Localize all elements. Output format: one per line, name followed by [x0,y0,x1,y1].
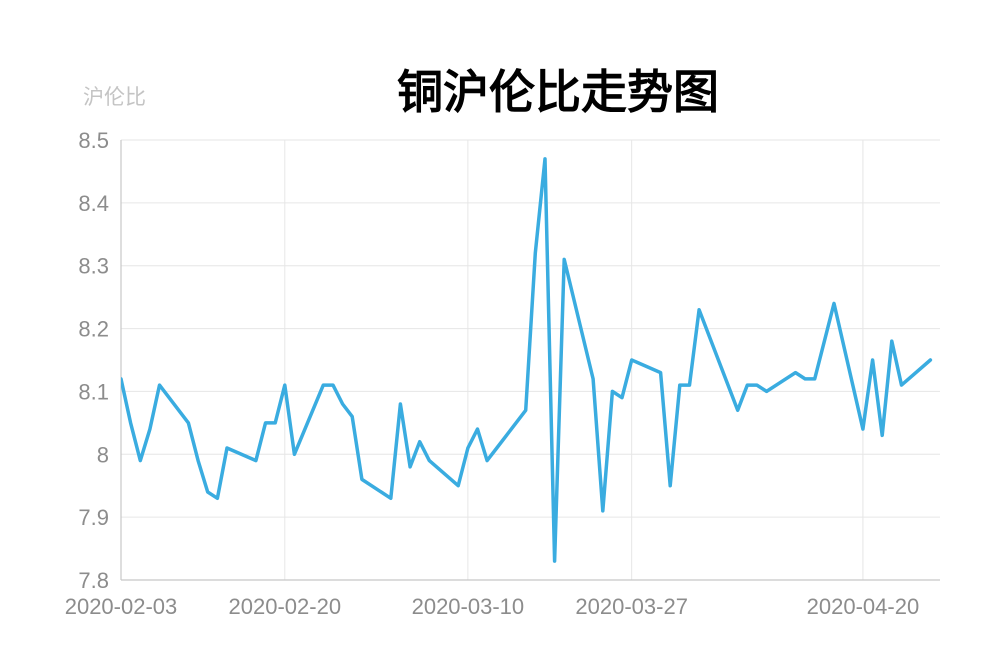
y-tick-label: 8.2 [78,317,109,342]
y-axis-label: 沪伦比 [83,85,146,109]
y-tick-label: 7.8 [78,568,109,593]
y-tick-label: 7.9 [78,505,109,530]
x-tick-label: 2020-03-10 [412,594,525,619]
x-tick-label: 2020-02-20 [229,594,342,619]
y-tick-label: 8.5 [78,128,109,153]
chart-title: 铜沪伦比走势图 [397,65,719,119]
series-layer [121,157,933,563]
y-tick-label: 8.3 [78,254,109,279]
x-tick-label: 2020-04-20 [807,594,920,619]
x-tick-label: 2020-02-03 [65,594,178,619]
y-tick-label: 8.1 [78,379,109,404]
series-line [121,157,933,563]
tick-labels: 7.8 7.9 8 8.1 8.2 8.3 8.4 8.5 2020-02-03 2020-02-… [65,128,919,619]
axes [120,140,940,581]
x-tick-label: 2020-03-27 [575,594,688,619]
y-tick-label: 8.4 [78,191,109,216]
y-tick-label: 8 [97,442,109,467]
